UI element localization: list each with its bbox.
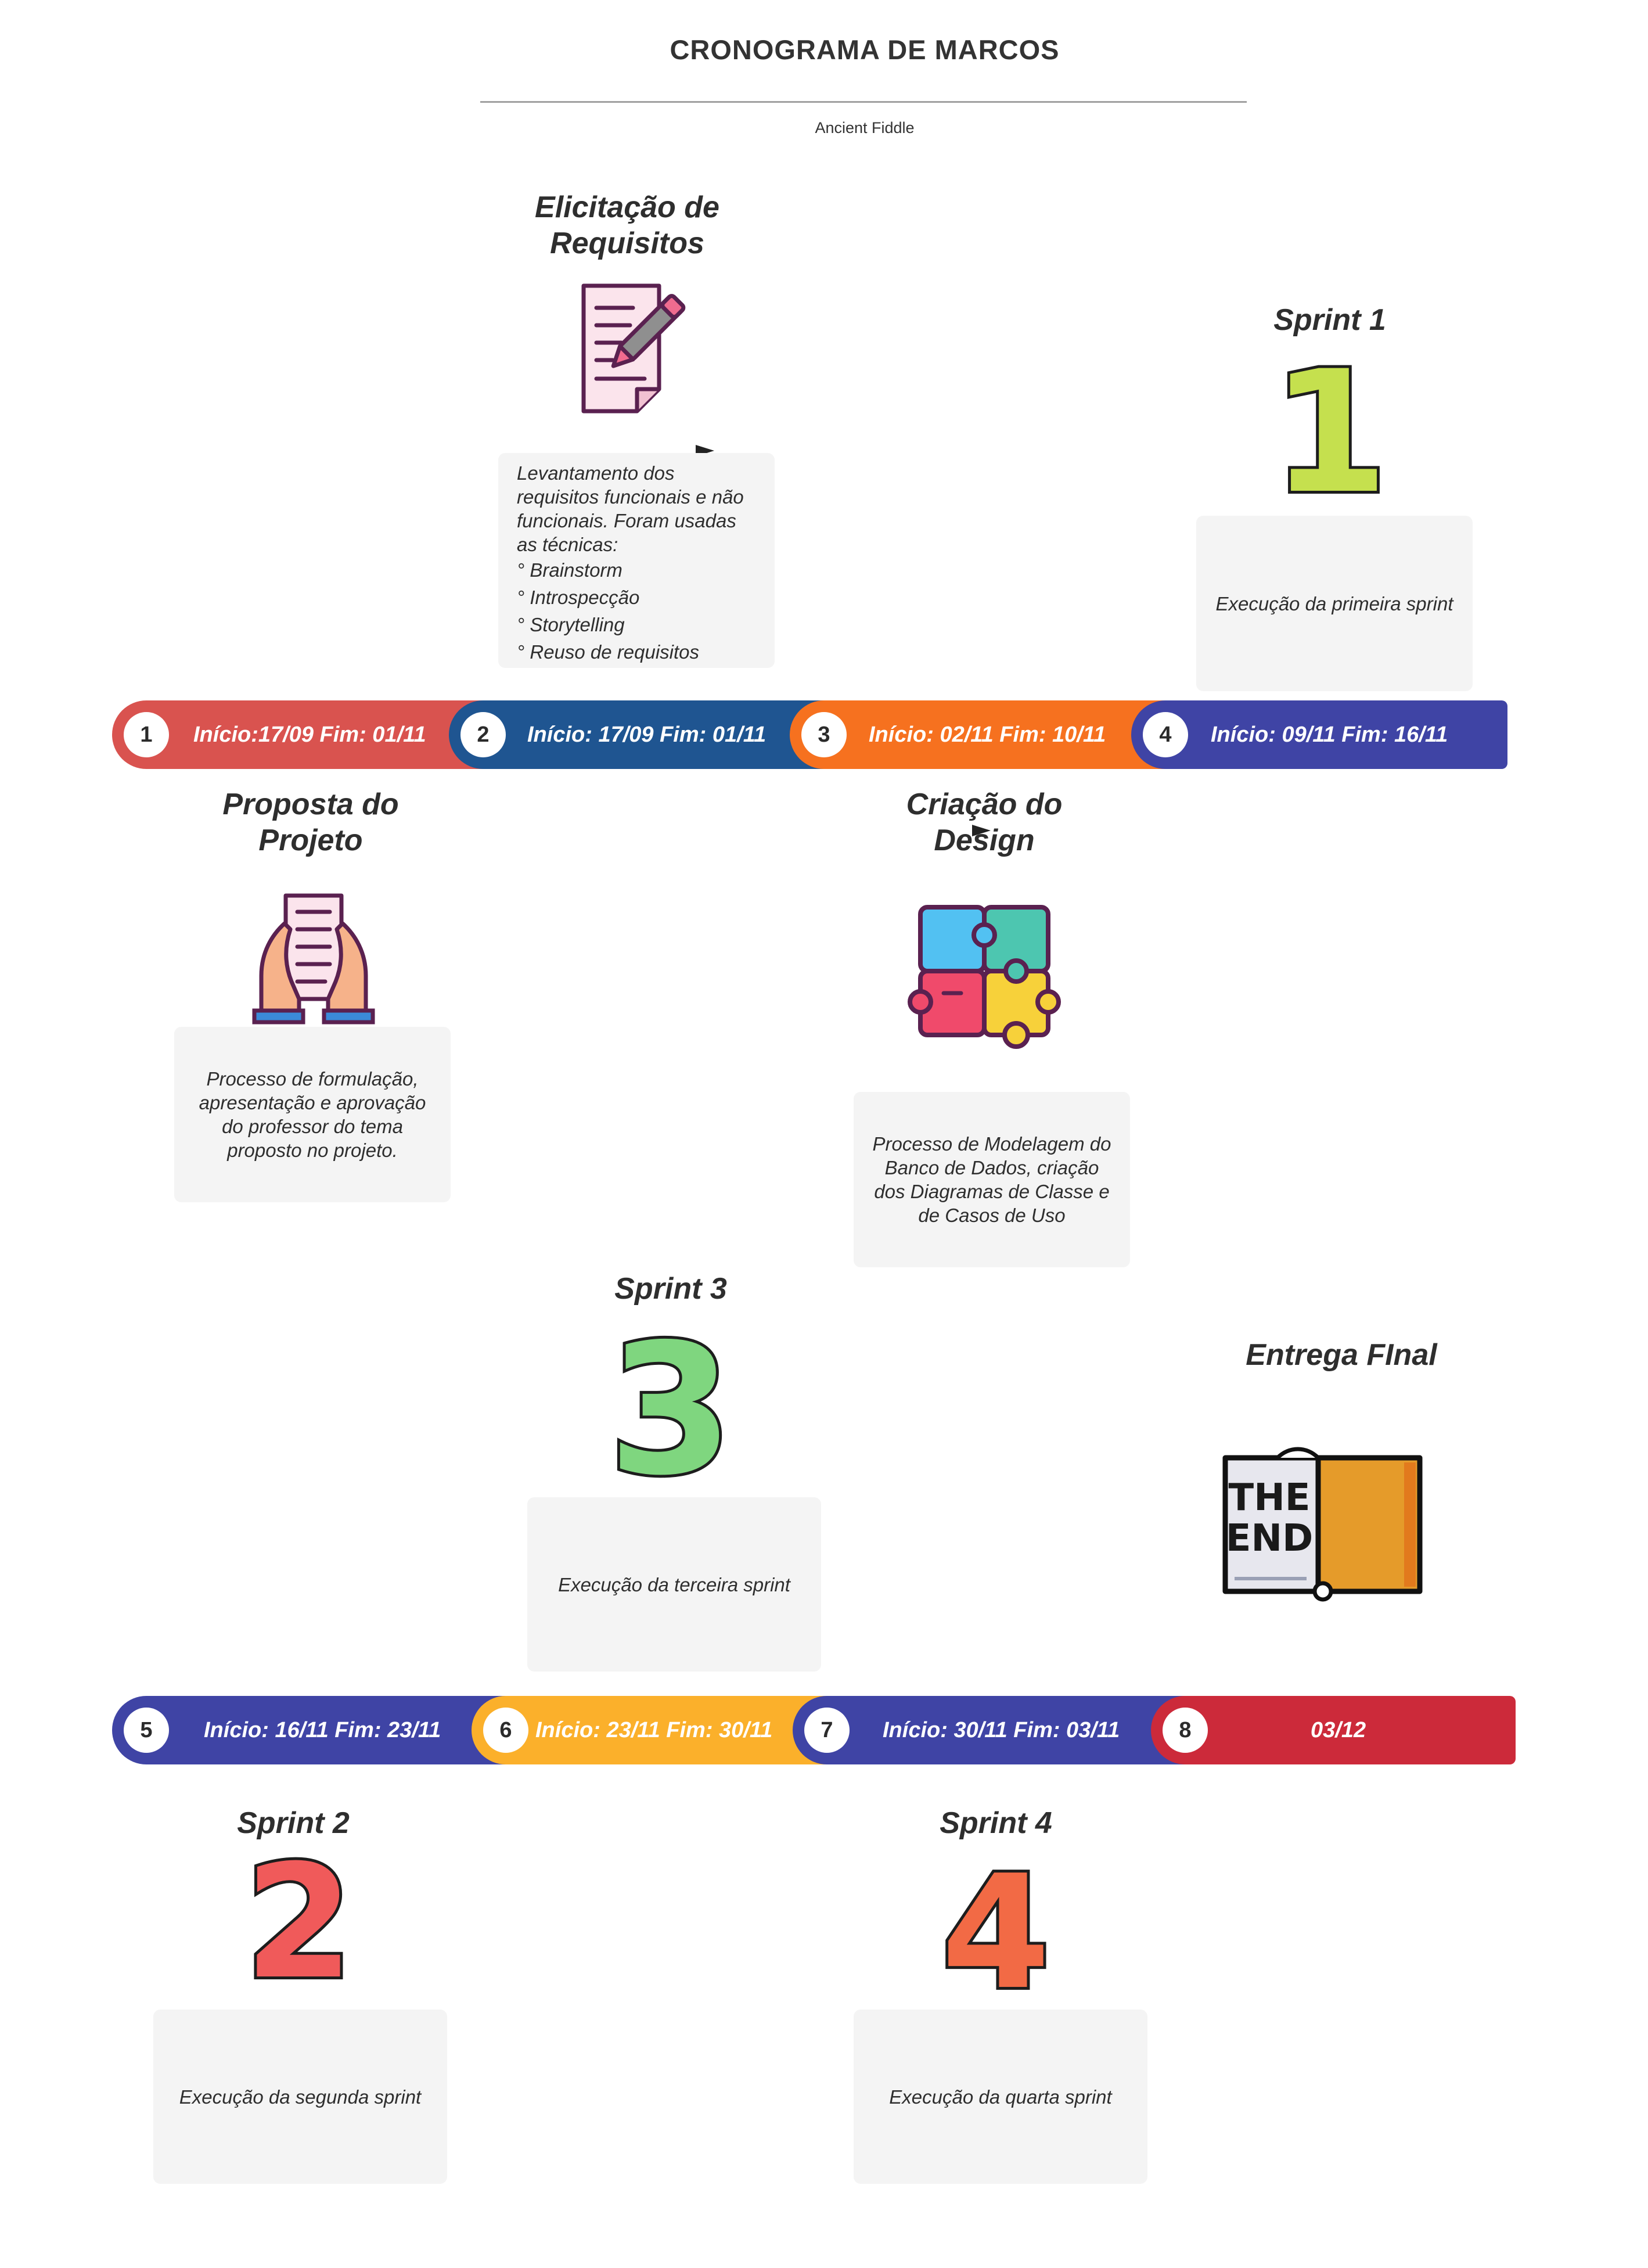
step-dates: 03/12	[1311, 1718, 1366, 1742]
step-dates: Início:17/09 Fim: 01/11	[193, 723, 426, 747]
timeline-segment-3: 3 Início: 02/11 Fim: 10/11	[790, 700, 1173, 769]
step-dates: Início: 09/11 Fim: 16/11	[1211, 723, 1448, 747]
timeline-segment-1: 1 Início:17/09 Fim: 01/11	[112, 700, 495, 769]
technique-list: ° Brainstorm ° Introspecção ° Storytelli…	[517, 556, 756, 666]
note-design: Processo de Modelagem do Banco de Dados,…	[854, 1092, 1130, 1267]
timeline-segment-4: 4 Início: 09/11 Fim: 16/11	[1131, 700, 1507, 769]
timeline-segment-5: 5 Início: 16/11 Fim: 23/11	[112, 1696, 507, 1764]
digit-two-icon: 2	[242, 1844, 357, 1983]
timeline-segment-2: 2 Início: 17/09 Fim: 01/11	[449, 700, 832, 769]
page-subtitle: Ancient Fiddle	[815, 119, 915, 136]
milestone-title-sprint1: Sprint 1	[1273, 303, 1386, 337]
milestone-title-sprint3: Sprint 3	[614, 1272, 727, 1306]
book-text-the: THE	[1229, 1476, 1311, 1519]
digit-three-icon: 3	[605, 1315, 736, 1490]
arrow-icon	[972, 825, 991, 836]
step-number: 6	[483, 1708, 528, 1753]
digit-one-icon: 1	[1268, 357, 1391, 497]
step-dates: Início: 16/11 Fim: 23/11	[204, 1718, 441, 1742]
milestone-title-sprint4: Sprint 4	[940, 1806, 1052, 1840]
milestone-title-final: Entrega FInal	[1246, 1338, 1437, 1372]
step-number: 8	[1163, 1708, 1208, 1753]
digit-four-icon: 4	[938, 1850, 1053, 1995]
hands-holding-document-icon	[244, 889, 383, 1028]
list-item: ° Introspecção	[517, 587, 640, 608]
the-end-book-icon: THE END	[1219, 1446, 1428, 1603]
note-sprint4: Execução da quarta sprint	[854, 2010, 1147, 2184]
note-elicitacao: Levantamento dos requisitos funcionais e…	[498, 453, 775, 668]
milestone-title-proposta: Proposta do Projeto	[222, 788, 399, 857]
note-sprint1: Execução da primeira sprint	[1196, 516, 1473, 691]
note-elicitacao-intro: Levantamento dos requisitos funcionais e…	[517, 462, 744, 555]
milestone-title-sprint2: Sprint 2	[237, 1806, 350, 1840]
milestone-title-elicitacao: Elicitação de Requisitos	[535, 191, 719, 260]
sprint1-digit: 1	[1271, 357, 1388, 497]
timeline-segment-7: 7 Início: 30/11 Fim: 03/11	[793, 1696, 1188, 1764]
milestone-title-design: Criação do Design	[906, 788, 1063, 857]
book-text-end: END	[1226, 1517, 1313, 1560]
step-dates: Início: 30/11 Fim: 03/11	[883, 1718, 1120, 1742]
step-number: 2	[460, 712, 506, 757]
list-item: ° Brainstorm	[517, 559, 623, 581]
note-proposta: Processo de formulação, apresentação e a…	[174, 1027, 451, 1202]
step-number: 4	[1143, 712, 1188, 757]
step-number: 3	[801, 712, 847, 757]
puzzle-icon	[897, 900, 1071, 1057]
step-number: 7	[804, 1708, 850, 1753]
step-number: 5	[124, 1708, 169, 1753]
step-dates: Início: 23/11 Fim: 30/11	[535, 1718, 773, 1742]
page-title: CRONOGRAMA DE MARCOS	[670, 34, 1060, 65]
step-dates: Início: 17/09 Fim: 01/11	[527, 723, 767, 747]
sprint4-digit: 4	[941, 1850, 1050, 1995]
note-sprint3: Execução da terceira sprint	[527, 1497, 821, 1672]
note-sprint2: Execução da segunda sprint	[153, 2010, 447, 2184]
list-item: ° Reuso de requisitos	[517, 641, 700, 663]
title-divider	[480, 101, 1247, 103]
document-pencil-icon	[572, 279, 694, 424]
timeline-segment-8: 8 03/12	[1151, 1696, 1516, 1764]
timeline-segment-6: 6 Início: 23/11 Fim: 30/11	[472, 1696, 843, 1764]
list-item: ° Storytelling	[517, 614, 625, 635]
step-dates: Início: 02/11 Fim: 10/11	[869, 723, 1106, 747]
step-number: 1	[124, 712, 169, 757]
sprint3-digit: 3	[608, 1315, 733, 1490]
sprint2-digit: 2	[244, 1844, 354, 1983]
